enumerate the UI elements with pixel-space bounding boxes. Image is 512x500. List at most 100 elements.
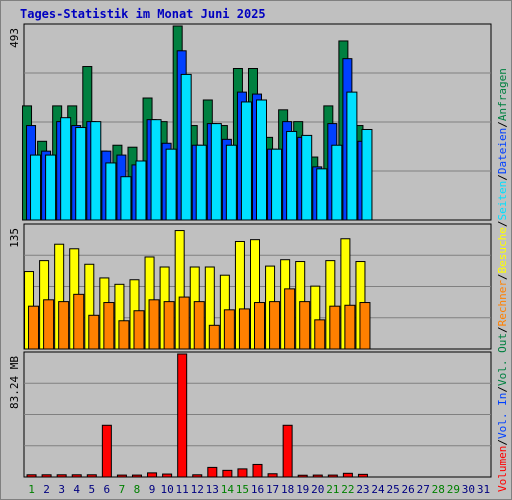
day-label-16: 16 xyxy=(251,483,264,496)
legend-besuche: Besuche xyxy=(496,227,509,273)
day-label-17: 17 xyxy=(266,483,279,496)
bar-rechner-day-17 xyxy=(269,301,281,350)
bar-volumen-day-21 xyxy=(327,474,338,478)
day-label-22: 22 xyxy=(341,483,354,496)
legend-separator: / xyxy=(496,326,509,333)
day-label-13: 13 xyxy=(206,483,219,496)
bar-volumen-day-23 xyxy=(357,473,368,478)
day-labels-group: 1 2 3 4 5 6 7 8 9 10 11 12 13 14 15 16 17 18 19 20 21 22 23 24 2… xyxy=(28,483,490,496)
bar-seiten-day-10 xyxy=(165,148,177,221)
panel-volume: 83.24 MB xyxy=(8,351,492,478)
day-label-27: 27 xyxy=(417,483,430,496)
bar-volumen-day-12 xyxy=(192,474,203,478)
bar-volumen-day-17 xyxy=(267,473,278,478)
bar-rechner-day-23 xyxy=(359,302,371,350)
day-label-10: 10 xyxy=(160,483,173,496)
bar-seiten-day-8 xyxy=(135,160,147,221)
day-label-19: 19 xyxy=(296,483,309,496)
bar-volumen-day-13 xyxy=(207,466,218,478)
day-label-23: 23 xyxy=(356,483,369,496)
bar-volumen-day-20 xyxy=(312,474,323,478)
bar-seiten-day-1 xyxy=(30,154,42,221)
day-label-9: 9 xyxy=(149,483,156,496)
bar-volumen-day-18 xyxy=(282,424,293,478)
right-legend: Volumen/Vol. In/Vol. Out/Rechner/Besuche… xyxy=(496,68,509,492)
day-label-7: 7 xyxy=(119,483,126,496)
bar-volumen-day-5 xyxy=(86,474,97,478)
legend-separator: / xyxy=(496,220,509,227)
bar-seiten-day-23 xyxy=(361,128,373,221)
chart-title: Tages-Statistik im Monat Juni 2025 xyxy=(20,7,266,21)
legend-separator: / xyxy=(496,174,509,181)
day-label-4: 4 xyxy=(73,483,80,496)
bar-seiten-day-20 xyxy=(316,168,328,221)
day-label-26: 26 xyxy=(402,483,415,496)
bar-volumen-day-15 xyxy=(237,468,248,478)
bar-seiten-day-16 xyxy=(256,99,267,221)
bar-seiten-day-13 xyxy=(210,123,222,221)
bar-rechner-day-21 xyxy=(329,305,341,350)
day-label-5: 5 xyxy=(88,483,95,496)
scale-label-visits: 135 xyxy=(8,228,21,248)
bar-rechner-day-15 xyxy=(238,308,250,350)
bar-seiten-day-21 xyxy=(331,144,343,221)
bar-rechner-day-1 xyxy=(28,305,40,350)
bar-seiten-day-2 xyxy=(45,154,57,221)
bar-seiten-day-17 xyxy=(271,148,283,221)
bar-seiten-day-12 xyxy=(195,144,207,221)
bar-seiten-day-14 xyxy=(225,144,237,221)
scale-label-volume: 83.24 MB xyxy=(8,356,21,409)
bar-seiten-day-5 xyxy=(90,121,102,221)
day-label-3: 3 xyxy=(58,483,65,496)
day-label-25: 25 xyxy=(386,483,399,496)
bar-volumen-day-10 xyxy=(162,473,173,478)
bar-volumen-day-1 xyxy=(26,474,37,478)
day-label-15: 15 xyxy=(236,483,249,496)
bar-rechner-day-9 xyxy=(148,299,160,350)
day-label-29: 29 xyxy=(447,483,460,496)
legend-separator: / xyxy=(496,121,509,128)
bar-rechner-day-10 xyxy=(163,301,175,350)
bar-rechner-day-18 xyxy=(284,288,296,350)
bar-seiten-day-15 xyxy=(240,101,252,221)
bar-volumen-day-19 xyxy=(297,474,308,478)
bar-volumen-day-3 xyxy=(56,474,67,478)
legend-vol_in: Vol. In xyxy=(496,393,509,439)
bar-volumen-day-7 xyxy=(116,474,127,478)
legend-dateien: Dateien xyxy=(496,128,509,174)
legend-vol_out: Vol. Out xyxy=(496,333,509,386)
day-label-14: 14 xyxy=(221,483,235,496)
legend-separator: / xyxy=(496,386,509,393)
bar-seiten-day-6 xyxy=(105,162,117,221)
legend-seiten: Seiten xyxy=(496,181,509,221)
day-label-11: 11 xyxy=(176,483,189,496)
bar-seiten-day-18 xyxy=(286,130,298,221)
day-label-28: 28 xyxy=(432,483,445,496)
bar-rechner-day-16 xyxy=(254,302,265,350)
bar-seiten-day-22 xyxy=(346,91,358,221)
day-label-24: 24 xyxy=(371,483,385,496)
day-label-20: 20 xyxy=(311,483,324,496)
scale-label-hits: 493 xyxy=(8,28,21,48)
bar-rechner-day-7 xyxy=(118,320,130,350)
bar-rechner-day-12 xyxy=(193,301,205,350)
day-label-30: 30 xyxy=(462,483,475,496)
day-label-1: 1 xyxy=(28,483,35,496)
bar-seiten-day-9 xyxy=(150,119,162,221)
bar-volumen-day-2 xyxy=(41,474,52,478)
bar-rechner-day-14 xyxy=(223,309,235,350)
bar-rechner-day-3 xyxy=(58,301,70,350)
bar-volumen-day-16 xyxy=(252,463,263,478)
right-legend-group: Volumen/Vol. In/Vol. Out/Rechner/Besuche… xyxy=(496,68,509,492)
day-label-18: 18 xyxy=(281,483,294,496)
legend-rechner: Rechner xyxy=(496,280,509,327)
panel-visits: 135 xyxy=(8,223,492,350)
day-label-8: 8 xyxy=(134,483,141,496)
day-label-12: 12 xyxy=(191,483,204,496)
bar-volumen-day-9 xyxy=(147,472,158,478)
legend-separator: / xyxy=(496,439,509,446)
bar-seiten-day-3 xyxy=(60,117,72,221)
bar-rechner-day-8 xyxy=(133,310,145,350)
bar-rechner-day-13 xyxy=(208,324,220,350)
